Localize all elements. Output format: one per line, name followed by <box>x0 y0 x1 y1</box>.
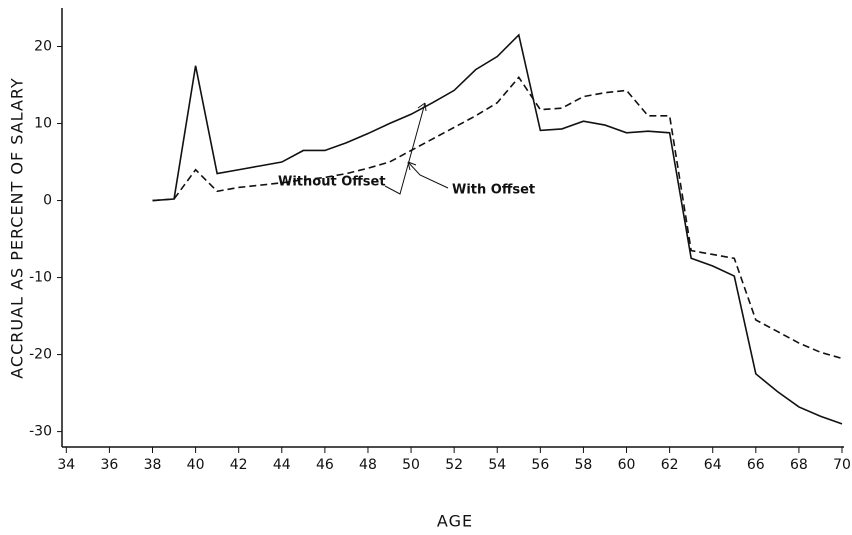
x-tick-label: 48 <box>359 457 377 473</box>
line-series <box>152 33 843 425</box>
x-tick-label: 42 <box>230 457 248 473</box>
x-tick-label: 46 <box>316 457 334 473</box>
x-tick-label: 70 <box>833 457 851 473</box>
x-tick-label: 64 <box>704 457 722 473</box>
x-tick-label: 56 <box>531 457 549 473</box>
x-tick-label: 58 <box>575 457 593 473</box>
x-tick-label: 68 <box>790 457 808 473</box>
x-tick-label: 34 <box>57 457 75 473</box>
x-tick-label: 66 <box>747 457 765 473</box>
x-tick-label: 54 <box>488 457 506 473</box>
annotation: With Offset <box>452 183 535 198</box>
x-tick-label: 60 <box>618 457 636 473</box>
x-axis-title: AGE <box>437 512 473 531</box>
x-tick-label: 50 <box>402 457 420 473</box>
arrowhead <box>407 161 417 171</box>
y-tick-label: -10 <box>29 270 52 286</box>
x-tick-label: 36 <box>100 457 118 473</box>
y-tick-label: -20 <box>29 347 52 363</box>
line-series <box>152 75 843 360</box>
y-tick-label: 10 <box>34 116 52 132</box>
x-tick-label: 44 <box>273 457 291 473</box>
x-tick-label: 52 <box>445 457 463 473</box>
annotation-arrow <box>407 161 449 189</box>
x-tick-label: 40 <box>187 457 205 473</box>
y-axis-title: ACCRUAL AS PERCENT OF SALARY <box>8 77 27 379</box>
x-tick-label: 62 <box>661 457 679 473</box>
y-tick-label: 0 <box>43 193 52 209</box>
y-tick-label: 20 <box>34 39 52 55</box>
x-tick-label: 38 <box>144 457 162 473</box>
annotation-arrow <box>384 102 426 195</box>
annotation: Without Offset <box>278 175 386 190</box>
y-tick-label: -30 <box>29 424 52 440</box>
